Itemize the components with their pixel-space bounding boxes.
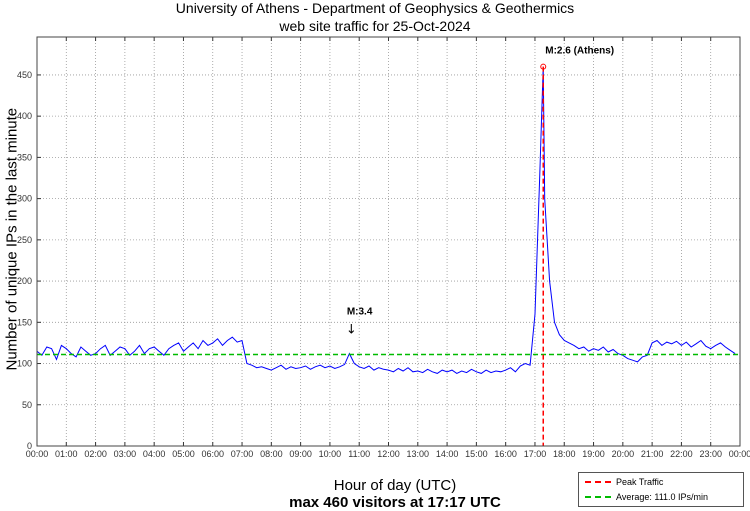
x-tick-label: 10:00: [319, 449, 342, 459]
y-tick-label: 0: [27, 441, 32, 451]
chart-title: University of Athens - Department of Geo…: [175, 0, 575, 16]
x-tick-label: 03:00: [114, 449, 137, 459]
x-tick-label: 23:00: [699, 449, 722, 459]
x-axis-label: Hour of day (UTC): [333, 477, 457, 494]
legend: Peak Traffic Average: 111.0 IPs/min: [578, 472, 744, 507]
y-tick-label: 300: [17, 194, 32, 204]
y-tick-label: 200: [17, 276, 32, 286]
x-tick-label: 12:00: [377, 449, 400, 459]
x-tick-label: 21:00: [641, 449, 664, 459]
x-tick-label: 08:00: [260, 449, 283, 459]
event-arrow-icon: ↓: [346, 323, 357, 338]
legend-peak: Peak Traffic: [585, 477, 663, 487]
x-tick-label: 16:00: [494, 449, 517, 459]
peak-annotation: M:2.6 (Athens): [545, 46, 614, 57]
x-tick-label: 19:00: [582, 449, 605, 459]
max-visitors-caption: max 460 visitors at 17:17 UTC: [289, 494, 501, 511]
plot-border: [36, 36, 741, 447]
x-tick-label: 01:00: [55, 449, 78, 459]
x-tick-label: 11:00: [348, 449, 370, 459]
x-tick-label: 18:00: [553, 449, 576, 459]
y-tick-label: 100: [17, 359, 32, 369]
peak-marker: [540, 63, 547, 70]
x-tick-label: 14:00: [436, 449, 459, 459]
y-tick-label: 150: [17, 317, 32, 327]
x-tick-label: 17:00: [524, 449, 547, 459]
y-tick-label: 400: [17, 111, 32, 121]
x-tick-label: 22:00: [670, 449, 693, 459]
chart-subtitle: web site traffic for 25-Oct-2024: [279, 18, 471, 34]
legend-average-label: Average: 111.0 IPs/min: [616, 492, 709, 502]
x-tick-label: 05:00: [172, 449, 195, 459]
legend-average: Average: 111.0 IPs/min: [585, 492, 708, 502]
x-tick-label: 00:00: [729, 449, 750, 459]
x-tick-label: 00:00: [26, 449, 49, 459]
legend-peak-label: Peak Traffic: [616, 477, 664, 487]
traffic-line: [36, 66, 736, 374]
y-axis-label: Number of unique IPs in the last minute: [3, 107, 21, 371]
y-tick-label: 250: [17, 235, 32, 245]
x-tick-label: 13:00: [407, 449, 430, 459]
x-tick-label: 02:00: [84, 449, 107, 459]
x-tick-label: 15:00: [465, 449, 488, 459]
y-tick-label: 450: [17, 70, 32, 80]
y-tick-label: 350: [17, 152, 32, 162]
x-tick-label: 09:00: [289, 449, 312, 459]
x-tick-label: 07:00: [231, 449, 254, 459]
y-tick-label: 50: [22, 400, 32, 410]
x-tick-label: 04:00: [143, 449, 166, 459]
x-tick-label: 20:00: [612, 449, 635, 459]
event-annotation: M:3.4: [347, 307, 373, 318]
x-tick-label: 06:00: [201, 449, 224, 459]
